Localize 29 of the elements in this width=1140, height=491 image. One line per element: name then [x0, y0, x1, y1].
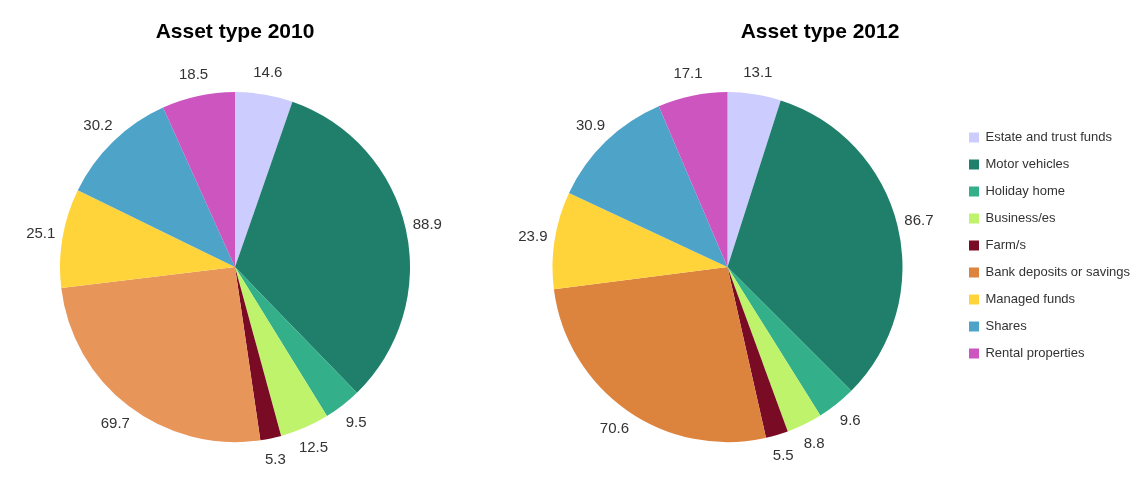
data-label: 30.9 [575, 115, 606, 133]
data-label: 23.9 [518, 226, 548, 244]
legend-label: Estate and trust funds [985, 129, 1113, 145]
data-label: 17.1 [673, 64, 703, 82]
data-label: 18.5 [178, 64, 209, 82]
data-label: 9.6 [839, 411, 861, 429]
data-label: 69.7 [100, 413, 130, 431]
chart-title: Asset type 2012 [740, 19, 900, 43]
legend-label: Holiday home [985, 183, 1065, 199]
legend-label: Motor vehicles [985, 156, 1070, 172]
data-label: 8.8 [803, 434, 825, 452]
data-label: 13.1 [743, 62, 773, 80]
data-label: 9.5 [345, 412, 367, 430]
legend-label: Managed funds [985, 291, 1076, 307]
data-label: 5.5 [772, 446, 794, 464]
data-label: 5.3 [264, 450, 286, 468]
data-label: 12.5 [298, 437, 329, 455]
data-label: 70.6 [599, 418, 630, 436]
data-label: 30.2 [83, 115, 113, 133]
legend-label: Farm/s [985, 237, 1027, 253]
legend-label: Rental properties [985, 345, 1085, 361]
data-label: 88.9 [412, 214, 442, 232]
legend-label: Business/es [985, 210, 1057, 226]
legend-label: Shares [985, 318, 1028, 334]
legend-label: Bank deposits or savings [985, 264, 1131, 280]
data-label: 86.7 [904, 210, 934, 228]
data-label: 14.6 [253, 62, 283, 80]
chart-title: Asset type 2010 [155, 19, 315, 43]
data-label: 25.1 [26, 224, 56, 242]
